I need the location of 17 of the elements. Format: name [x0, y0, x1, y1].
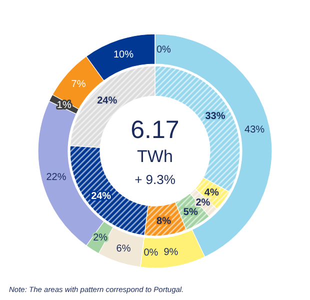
data-label: 2% [196, 198, 210, 209]
data-label: 9% [164, 247, 178, 258]
data-label: 10% [113, 49, 134, 60]
data-label: 6% [116, 244, 131, 255]
text: 6.17 [130, 116, 180, 144]
data-label: 24% [97, 95, 118, 106]
data-label: 7% [71, 79, 86, 90]
data-label: 22% [46, 172, 66, 183]
data-label: 4% [204, 188, 219, 199]
text: + 9.3% [134, 172, 176, 187]
data-label: 33% [205, 110, 226, 122]
data-label: 43% [244, 124, 265, 136]
text: TWh [137, 147, 173, 166]
data-label: 2% [93, 232, 108, 244]
data-label: 5% [183, 206, 198, 218]
text: 0% [144, 248, 158, 259]
text: 0% [156, 44, 171, 56]
